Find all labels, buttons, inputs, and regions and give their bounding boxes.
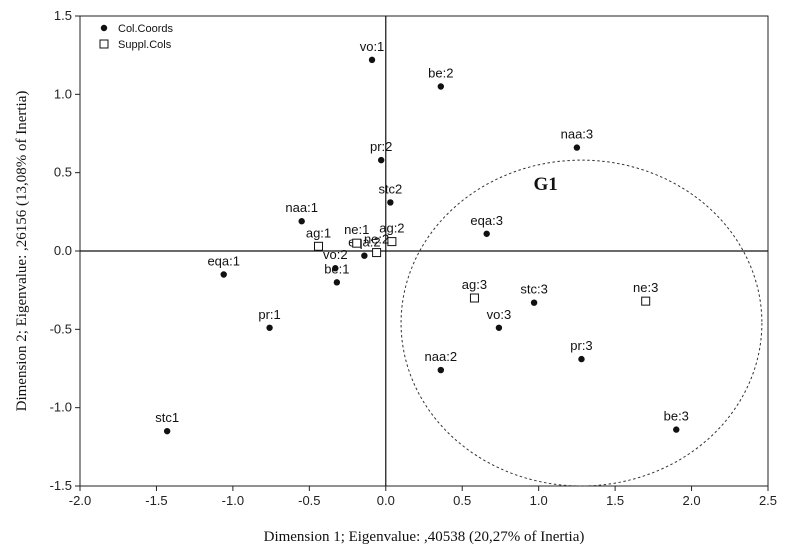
col-coord-point xyxy=(495,324,503,331)
point-label: ne:1 xyxy=(344,222,369,237)
y-tick-label: -1.0 xyxy=(50,400,72,415)
point-label: stc2 xyxy=(378,181,402,196)
point-label: pr:3 xyxy=(570,338,592,353)
legend-label: Col.Coords xyxy=(118,23,174,35)
data-points: vo:1be:2naa:3pr:2stc2naa:1eqa:3eqa:2vo:2… xyxy=(155,39,689,435)
col-coord-point xyxy=(437,366,445,374)
col-coord-point xyxy=(298,218,305,225)
col-coord-point xyxy=(220,271,227,278)
x-tick-label: 1.0 xyxy=(530,493,548,508)
col-coord-point xyxy=(368,56,376,64)
col-coord-point xyxy=(483,230,490,237)
point-label: pr:2 xyxy=(370,139,392,154)
col-coord-point xyxy=(573,144,581,151)
col-coord-point xyxy=(578,355,585,363)
legend-label: Suppl.Cols xyxy=(118,39,172,51)
y-tick-label: 0.5 xyxy=(54,165,72,180)
point-label: ag:3 xyxy=(462,277,487,292)
y-axis: 1.5 1.0 0.5 0.0 -0.5 -1.0 -1.5 xyxy=(50,8,80,493)
point-label: naa:2 xyxy=(425,349,458,364)
point-label: ag:1 xyxy=(306,225,331,240)
suppl-col-point xyxy=(314,241,324,251)
col-coord-point xyxy=(530,299,538,306)
legend-marker-circle xyxy=(100,24,108,32)
y-tick-label: 0.0 xyxy=(54,243,72,258)
x-tick-label: 0.0 xyxy=(377,493,395,508)
legend-marker-square xyxy=(99,39,109,49)
x-tick-label: -1.0 xyxy=(222,493,244,508)
y-tick-label: -0.5 xyxy=(50,321,72,336)
x-tick-label: 2.5 xyxy=(759,493,777,508)
col-coord-point xyxy=(332,265,339,272)
y-tick-label: 1.0 xyxy=(54,86,72,101)
col-coord-point xyxy=(673,426,680,433)
point-label: vo:1 xyxy=(360,39,385,54)
legend: Col.Coords Suppl.Cols xyxy=(99,23,174,51)
y-tick-label: 1.5 xyxy=(54,8,72,23)
point-label: be:1 xyxy=(324,261,349,276)
y-axis-label: Dimension 2; Eigenvalue: ,26156 (13,08% … xyxy=(14,91,30,412)
x-axis-label: Dimension 1; Eigenvalue: ,40538 (20,27% … xyxy=(264,529,585,545)
y-tick-label: -1.5 xyxy=(50,478,72,493)
col-coord-point xyxy=(361,252,368,259)
x-tick-label: -0.5 xyxy=(298,493,320,508)
suppl-col-point xyxy=(352,238,362,248)
col-coord-point xyxy=(266,324,273,331)
reference-lines xyxy=(80,16,768,486)
x-tick-label: -1.5 xyxy=(145,493,167,508)
annotations: G1 xyxy=(400,159,763,487)
point-label: stc1 xyxy=(155,410,179,425)
point-label: naa:3 xyxy=(561,127,594,142)
point-label: eqa:3 xyxy=(470,213,503,228)
point-label: pr:1 xyxy=(258,307,280,322)
point-label: naa:1 xyxy=(285,200,318,215)
point-label: be:3 xyxy=(664,409,689,424)
point-label: ne:2 xyxy=(364,232,389,247)
point-label: vo:2 xyxy=(323,247,348,262)
point-label: ne:3 xyxy=(633,280,658,295)
suppl-col-point xyxy=(387,237,397,247)
x-tick-label: -2.0 xyxy=(69,493,91,508)
col-coord-point xyxy=(333,279,341,286)
col-coord-point xyxy=(437,83,445,90)
point-label: stc:3 xyxy=(520,282,547,297)
x-axis: -2.0 -1.5 -1.0 -0.5 0.0 0.5 1.0 1.5 2.0 2.5 xyxy=(69,486,777,508)
point-label: ag:2 xyxy=(379,221,404,236)
group-label: G1 xyxy=(533,174,557,195)
point-label: eqa:1 xyxy=(207,254,240,269)
x-tick-label: 1.5 xyxy=(606,493,624,508)
suppl-col-point xyxy=(372,248,382,258)
suppl-col-point xyxy=(469,293,479,303)
col-coord-point xyxy=(377,156,385,164)
x-tick-label: 2.0 xyxy=(683,493,701,508)
x-tick-label: 0.5 xyxy=(453,493,471,508)
point-label: be:2 xyxy=(428,66,453,81)
suppl-col-point xyxy=(641,296,651,306)
col-coord-point xyxy=(163,427,171,435)
point-label: vo:3 xyxy=(487,307,512,322)
col-coord-point xyxy=(387,199,394,206)
